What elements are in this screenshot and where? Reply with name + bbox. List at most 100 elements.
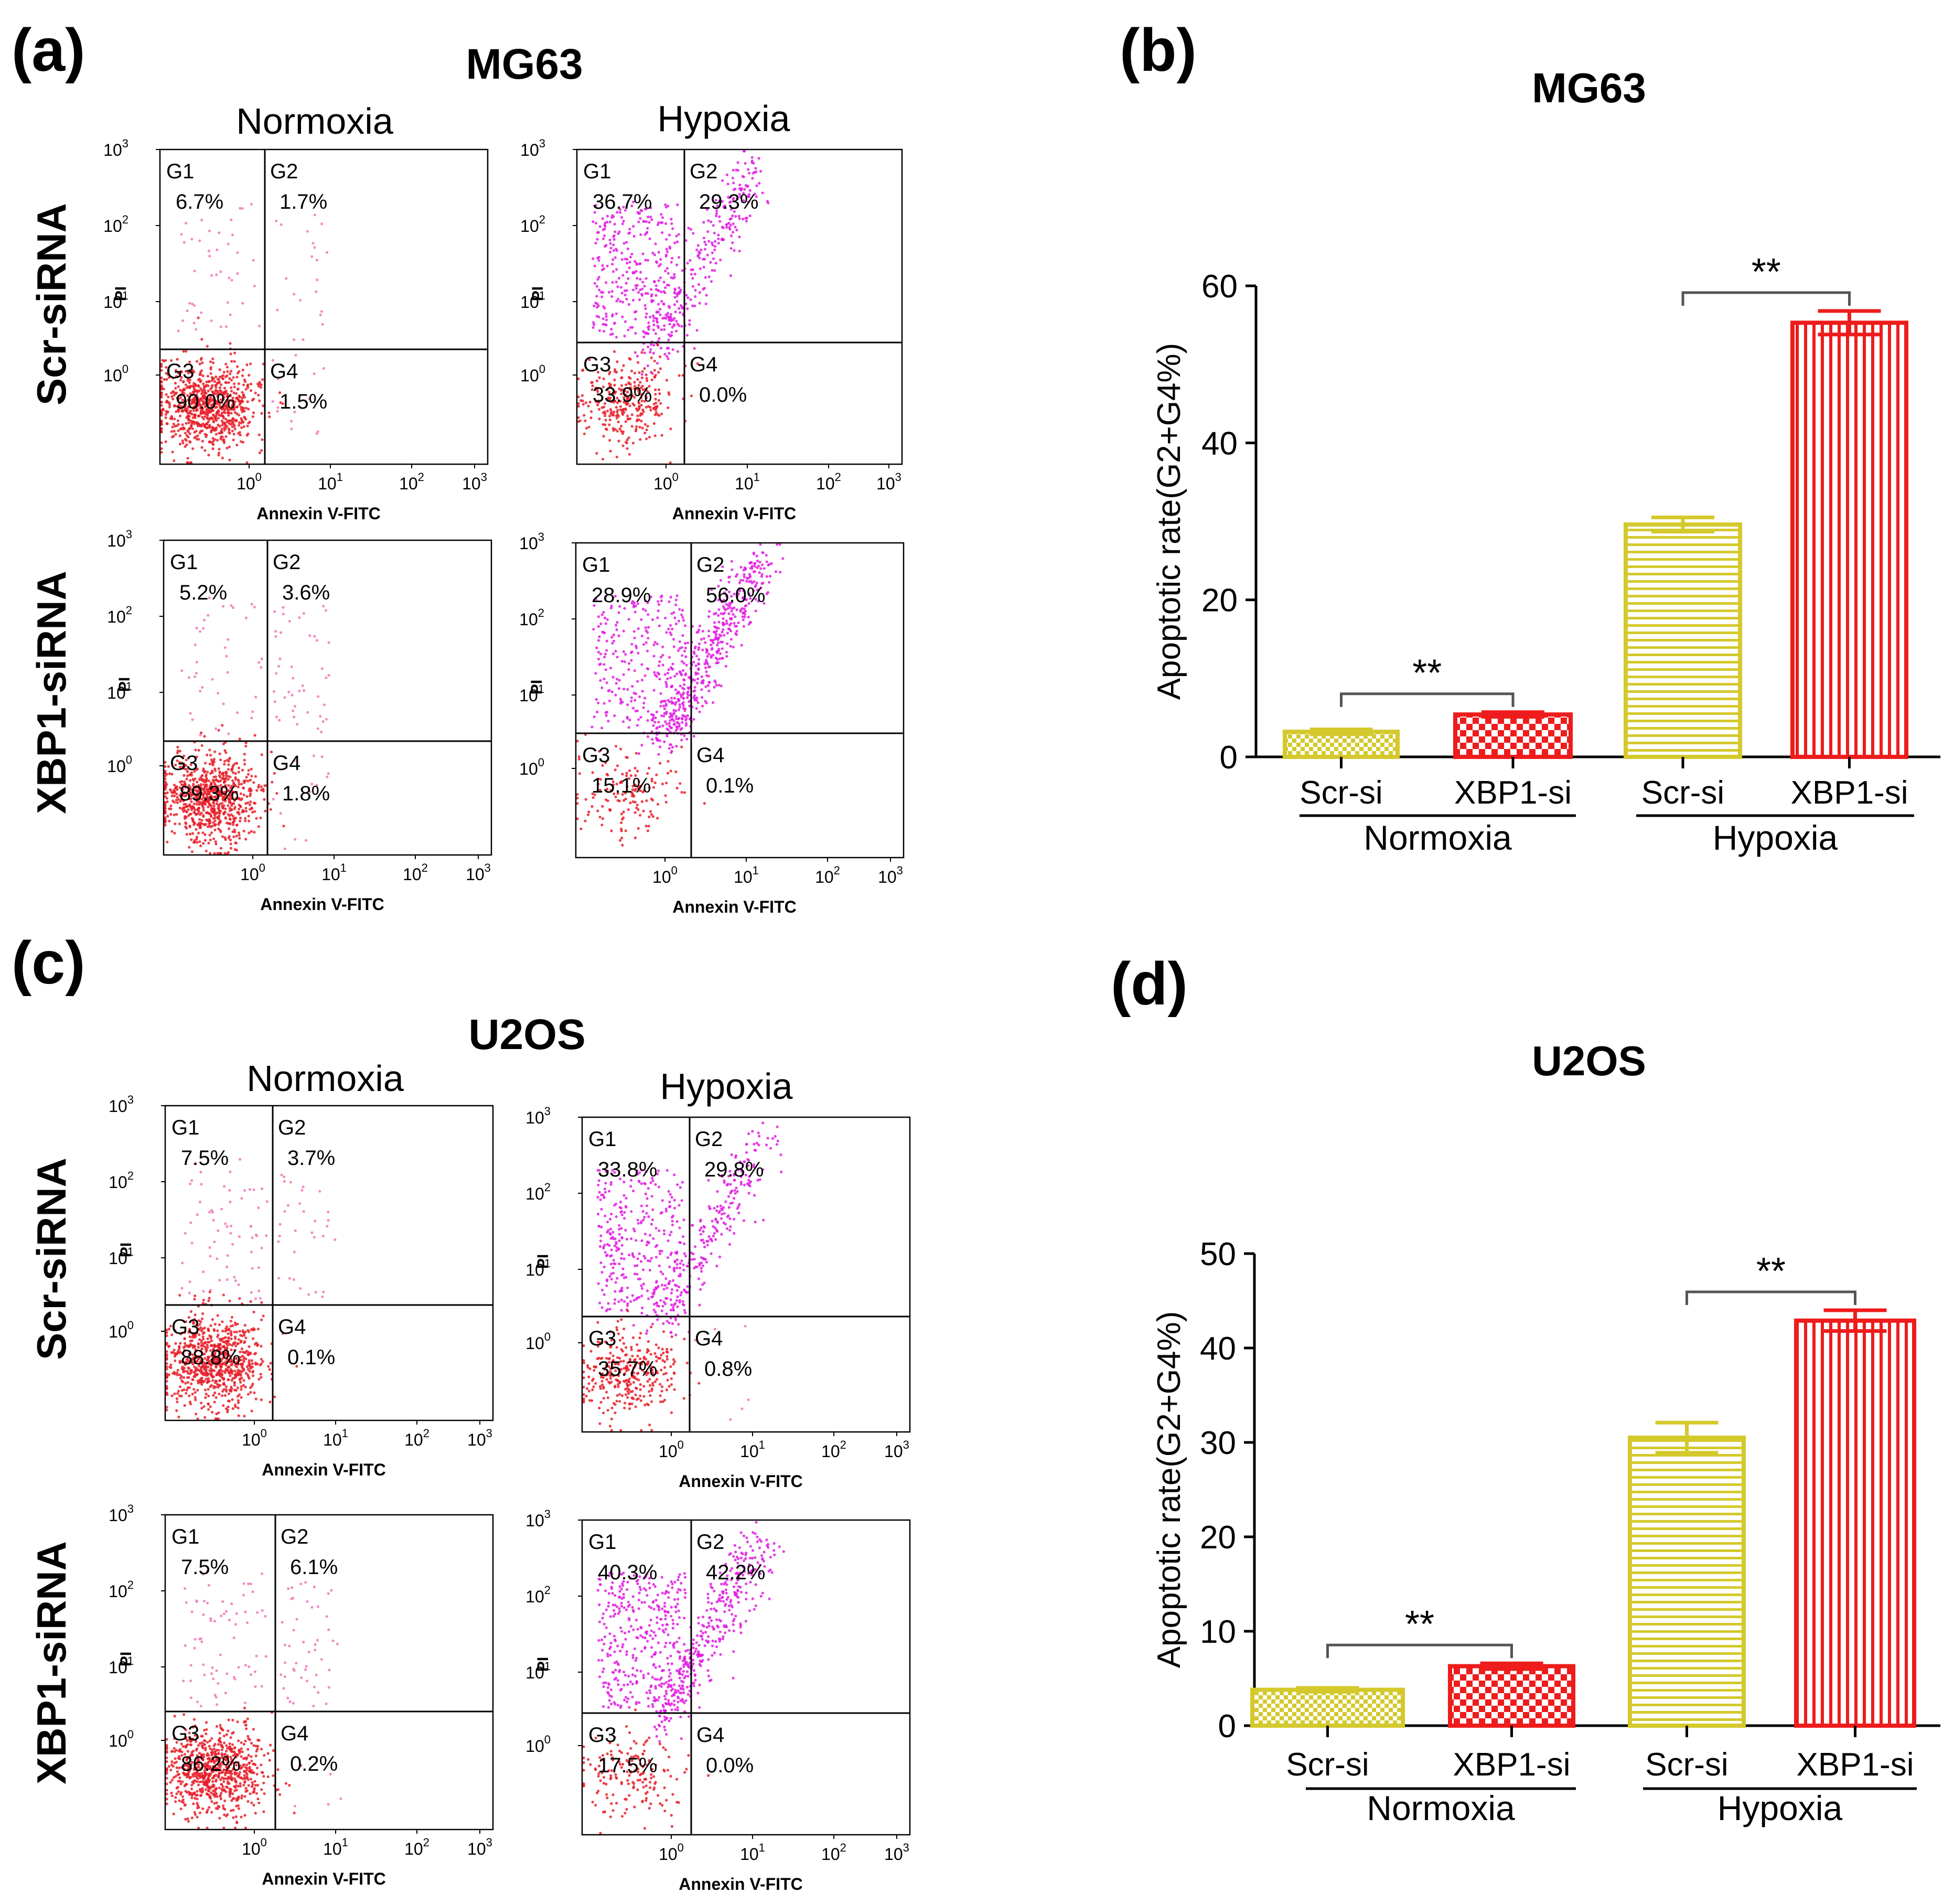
event-dot [621, 274, 625, 277]
event-dot [228, 807, 231, 810]
event-dot [775, 1143, 778, 1146]
event-dot [203, 449, 207, 452]
event-dot [676, 203, 679, 206]
event-dot [211, 678, 214, 681]
event-dot [216, 1329, 219, 1332]
event-dot [674, 1333, 678, 1336]
u2os-flow-title: U2OS [468, 1011, 585, 1058]
event-dot [725, 650, 728, 654]
event-dot [213, 1369, 216, 1372]
event-dot [234, 1373, 237, 1376]
event-dot [223, 441, 226, 444]
event-dot [631, 288, 635, 292]
event-dot [203, 769, 207, 773]
event-dot [674, 622, 678, 626]
event-dot [668, 323, 671, 326]
event-dot [251, 1267, 254, 1270]
event-dot [637, 718, 640, 721]
event-dot [734, 625, 737, 628]
event-dot [585, 426, 588, 430]
event-dot [649, 216, 652, 219]
event-dot [741, 218, 744, 221]
event-dot [663, 352, 667, 356]
event-dot [717, 641, 720, 645]
event-dot [239, 1381, 242, 1384]
event-dot [221, 1389, 224, 1393]
event-dot [233, 386, 236, 389]
event-dot [212, 1385, 216, 1388]
event-dot [693, 347, 696, 350]
event-dot [276, 308, 279, 312]
event-dot [693, 273, 696, 276]
event-dot [717, 242, 720, 245]
event-dot [194, 413, 197, 416]
event-dot [226, 1340, 229, 1343]
event-dot [214, 842, 218, 846]
event-dot [191, 1378, 194, 1381]
event-dot [689, 228, 692, 231]
event-dot [745, 580, 748, 583]
event-dot [211, 771, 214, 774]
event-dot [260, 1357, 263, 1361]
event-dot [604, 1182, 607, 1185]
event-dot [623, 289, 626, 292]
event-dot [753, 580, 756, 583]
event-dot [252, 1327, 255, 1330]
event-dot [651, 738, 654, 741]
event-dot [632, 1189, 635, 1193]
event-dot [227, 1399, 230, 1403]
event-dot [642, 809, 645, 812]
event-dot [225, 771, 228, 774]
event-dot [269, 1362, 272, 1365]
event-dot [257, 1206, 260, 1210]
event-dot [679, 782, 682, 785]
y-axis-label: PI [117, 1243, 135, 1257]
event-dot [732, 646, 735, 649]
event-dot [189, 1369, 192, 1372]
event-dot [258, 399, 261, 402]
event-dot [650, 378, 653, 381]
event-dot [680, 693, 683, 697]
event-dot [706, 684, 710, 687]
event-dot [596, 302, 599, 306]
event-dot [675, 692, 679, 695]
event-dot [672, 276, 675, 280]
event-dot [211, 426, 214, 429]
event-dot [233, 360, 236, 363]
event-dot [212, 775, 216, 778]
event-dot [315, 432, 318, 435]
event-dot [622, 1300, 626, 1303]
event-dot [681, 654, 684, 657]
event-dot [221, 1320, 224, 1323]
x-tick-label: 103 [467, 1427, 492, 1449]
event-dot [166, 815, 169, 818]
event-dot [627, 436, 630, 440]
event-dot [241, 1351, 244, 1354]
event-dot [715, 626, 718, 629]
event-dot [609, 667, 613, 670]
event-dot [769, 1147, 772, 1150]
event-dot [638, 695, 641, 698]
event-dot [606, 264, 609, 268]
event-dot [743, 615, 746, 618]
event-dot [244, 407, 248, 410]
event-dot [660, 700, 663, 703]
event-dot [250, 1409, 253, 1413]
event-dot [723, 634, 726, 637]
event-dot [185, 434, 188, 437]
event-dot [227, 1371, 231, 1374]
event-dot [742, 579, 745, 582]
event-dot [707, 1235, 711, 1238]
event-dot [601, 817, 604, 820]
event-dot [206, 1337, 209, 1340]
event-dot [671, 1279, 675, 1282]
event-dot [217, 454, 220, 457]
event-dot [645, 312, 648, 315]
event-dot [240, 421, 243, 425]
x-tick-label: 101 [323, 1427, 348, 1449]
event-dot [587, 425, 591, 429]
y-axis-label: PI [116, 677, 133, 692]
event-dot [600, 295, 604, 298]
event-dot [685, 1361, 689, 1365]
event-dot [203, 1388, 207, 1392]
